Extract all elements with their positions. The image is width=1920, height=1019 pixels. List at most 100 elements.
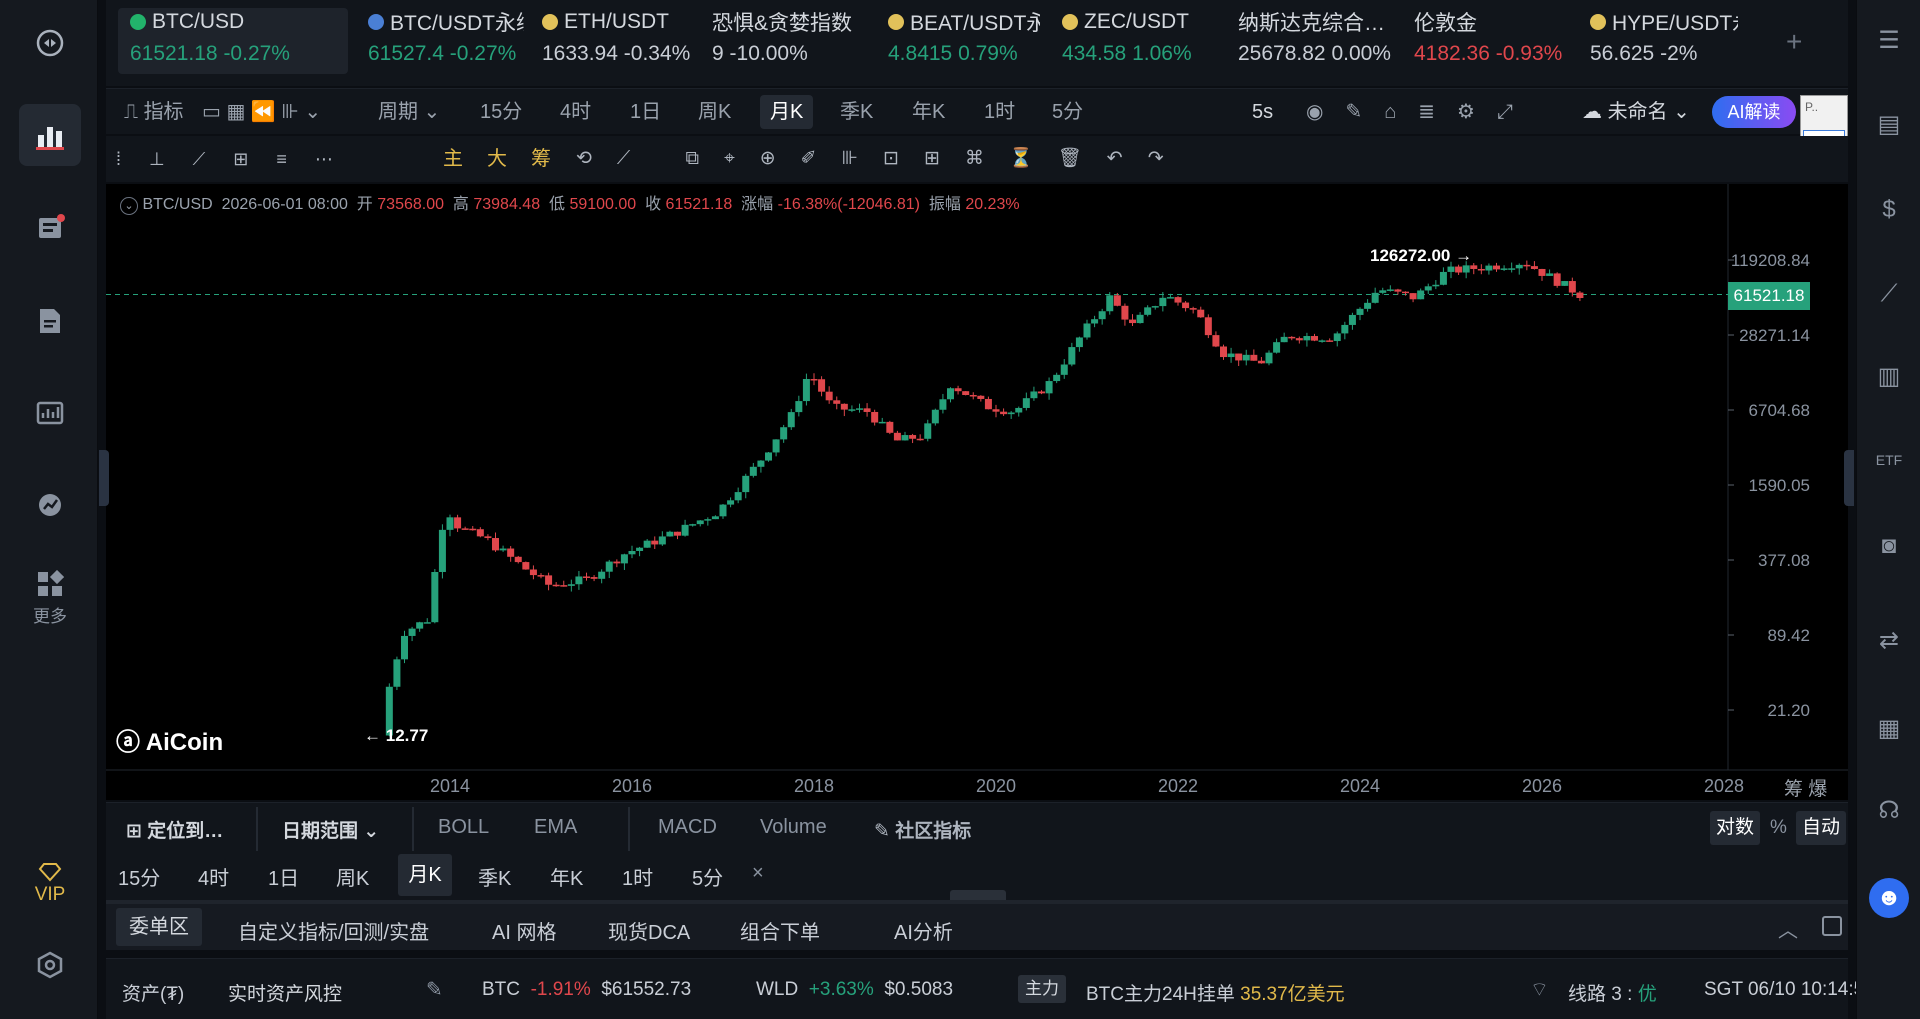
tb-period-quarter[interactable]: 季K <box>840 101 874 123</box>
ticker-nasdaq[interactable]: 纳斯达克综合… 25678.82 0.00% <box>1238 12 1391 65</box>
settings-icon[interactable] <box>19 934 81 996</box>
coin-icon <box>1062 14 1078 30</box>
clock: SGT 06/10 10:14:59 <box>1704 979 1875 1000</box>
wld-ticker[interactable]: WLD +3.63% $0.5083 <box>756 979 954 1000</box>
ticker-btc-usd[interactable]: BTC/USD 61521.18 -0.27% <box>118 8 348 74</box>
tab-orders[interactable]: 委单区 <box>116 908 202 946</box>
tab-combo-order[interactable]: 组合下单 <box>740 922 820 944</box>
add-ticker-button[interactable]: + <box>1786 26 1803 57</box>
ticker-hype-usdt[interactable]: HYPE/USDT永续 56.625 -2% <box>1590 12 1738 65</box>
tb-period-1d[interactable]: 1日 <box>630 101 662 123</box>
panel-chart-icon[interactable]: ▥ <box>1877 362 1901 390</box>
main-chart-button[interactable]: 主 <box>443 148 463 170</box>
period-15m[interactable]: 15分 <box>118 868 161 890</box>
swap-icon[interactable]: ⇄ <box>1878 626 1900 654</box>
date-range-dropdown[interactable]: 日期范围 ⌄ <box>282 821 380 842</box>
tb-period-4h[interactable]: 4时 <box>560 101 592 123</box>
period-dropdown[interactable]: 周期 ⌄ <box>378 101 441 123</box>
log-scale-toggle[interactable]: 对数 <box>1710 811 1760 845</box>
document-icon[interactable]: ▤ <box>1877 110 1901 138</box>
boll-indicator[interactable]: BOLL <box>438 816 490 838</box>
left-panel-handle[interactable] <box>99 450 109 506</box>
tb-period-1w[interactable]: 周K <box>698 101 732 123</box>
trend-icon[interactable]: ⟋ <box>1880 280 1898 307</box>
popout-icon[interactable] <box>1822 916 1842 936</box>
logo-icon[interactable] <box>19 12 81 74</box>
drawing-tools-left[interactable]: ⁞⊥⟋⊞≡⋯ <box>116 149 361 169</box>
dashboard-icon[interactable] <box>19 382 81 444</box>
main-force-info[interactable]: BTC主力24H挂单 35.37亿美元 <box>1086 984 1345 1005</box>
bot-icon[interactable]: ◙ <box>1881 532 1897 559</box>
vip-button[interactable]: VIP <box>19 854 81 914</box>
community-indicators-button[interactable]: ✎ 社区指标 <box>874 821 972 842</box>
period-5m[interactable]: 5分 <box>692 868 724 890</box>
indicators-button[interactable]: ⎍ 指标 <box>124 101 184 123</box>
assistant-robot-icon[interactable]: ☻ <box>1869 878 1909 918</box>
locate-button[interactable]: ⊞ 定位到… <box>126 821 224 842</box>
line-status[interactable]: 线路 3 : 优 <box>1568 984 1657 1005</box>
tab-spot-dca[interactable]: 现货DCA <box>608 922 691 944</box>
ticker-fear-greed[interactable]: 恐惧&贪婪指数 9 -10.00% <box>712 12 853 65</box>
ticker-london-gold[interactable]: 伦敦金 4182.36 -0.93% <box>1414 12 1563 65</box>
dollar-icon[interactable]: $ <box>1882 196 1896 223</box>
news-icon[interactable] <box>19 196 81 258</box>
tb-period-15m[interactable]: 15分 <box>480 101 523 123</box>
tab-custom-indicators[interactable]: 自定义指标/回测/实盘 <box>238 922 430 944</box>
percent-toggle[interactable]: % <box>1770 817 1787 838</box>
period-4h[interactable]: 4时 <box>198 868 230 890</box>
collapse-icon[interactable]: ⌄ <box>120 197 138 215</box>
big-order-button[interactable]: 大 <box>487 148 507 170</box>
chart-icon[interactable] <box>19 104 81 166</box>
ticker-beat-usdt[interactable]: BEAT/USDT永续 4.8415 0.79% <box>888 12 1040 65</box>
ticker-eth-usdt[interactable]: ETH/USDT 1633.94 -0.34% <box>542 10 691 65</box>
analytics-icon[interactable] <box>19 474 81 536</box>
tb-period-5m[interactable]: 5分 <box>1052 101 1084 123</box>
auto-scale-toggle[interactable]: 自动 <box>1796 811 1846 845</box>
layout-icons[interactable]: ▭ ▦ ⏪ ⊪ ⌄ <box>202 101 322 123</box>
edit-icon[interactable]: ✎ <box>426 979 443 1001</box>
chips-button[interactable]: 筹 <box>531 148 551 170</box>
candle-body <box>886 421 894 433</box>
headset-icon[interactable]: ☊ <box>1878 796 1900 824</box>
period-1mo[interactable]: 月K <box>398 854 452 896</box>
ticker-zec-usdt[interactable]: ZEC/USDT 434.58 1.06% <box>1062 10 1192 65</box>
volume-indicator[interactable]: Volume <box>760 816 827 838</box>
ticker-btc-usdt-perp[interactable]: BTC/USDT永续 61527.4 -0.27% <box>368 12 524 65</box>
list-icon[interactable]: ☰ <box>1878 26 1900 54</box>
panel-resize-handle[interactable] <box>950 890 1006 900</box>
period-quarter[interactable]: 季K <box>478 868 512 890</box>
layout-icon[interactable]: ▦ <box>1877 714 1901 742</box>
tool-icons[interactable]: ◉✎⌂≣⚙⤢ <box>1306 101 1535 123</box>
tab-ai-analysis[interactable]: AI分析 <box>894 922 953 944</box>
candlestick-chart[interactable]: ⌄ BTC/USD 2026-06-01 08:00 开 73568.00 高 … <box>106 184 1848 800</box>
close-period-bar-button[interactable]: × <box>752 862 764 884</box>
candle-body <box>1318 340 1326 342</box>
collapse-icon[interactable]: ︿ <box>1778 920 1798 942</box>
etf-icon[interactable]: ETF <box>1875 452 1903 468</box>
candle-body <box>1045 381 1053 394</box>
period-year[interactable]: 年K <box>550 868 584 890</box>
btc-ticker[interactable]: BTC -1.91% $61552.73 <box>482 979 692 1000</box>
more-button[interactable]: 更多 <box>19 562 81 634</box>
right-panel-handle[interactable] <box>1844 450 1854 506</box>
tb-period-1mo[interactable]: 月K <box>760 95 814 129</box>
tab-ai-grid[interactable]: AI 网格 <box>492 922 557 944</box>
coin-icon <box>368 14 384 30</box>
tb-period-1h[interactable]: 1时 <box>984 101 1016 123</box>
layout-name-dropdown[interactable]: ☁ 未命名 ⌄ <box>1582 101 1690 123</box>
period-1h[interactable]: 1时 <box>622 868 654 890</box>
chips-toggle[interactable]: 筹 爆 <box>1784 779 1828 800</box>
period-1d[interactable]: 1日 <box>268 868 300 890</box>
macd-indicator[interactable]: MACD <box>658 816 717 838</box>
period-1w[interactable]: 周K <box>336 868 370 890</box>
refresh-interval[interactable]: 5s <box>1252 101 1274 123</box>
tb-period-year[interactable]: 年K <box>912 101 946 123</box>
assets-label[interactable]: 资产(₮) <box>122 984 185 1005</box>
ai-interpret-button[interactable]: AI解读 <box>1712 96 1796 128</box>
candle-body <box>962 391 970 396</box>
drawing-tools-right[interactable]: ⟲⟋ ⧉⌖⊕✐⊪⊡⊞⌘⏳🗑↶↷ <box>576 148 1189 169</box>
chart-canvas[interactable]: 119208.84 28271.14 6704.68 1590.05 377.08 89.… <box>106 184 1848 800</box>
ema-indicator[interactable]: EMA <box>534 816 578 838</box>
document-icon[interactable] <box>19 290 81 352</box>
risk-control-label[interactable]: 实时资产风控 <box>228 984 343 1005</box>
